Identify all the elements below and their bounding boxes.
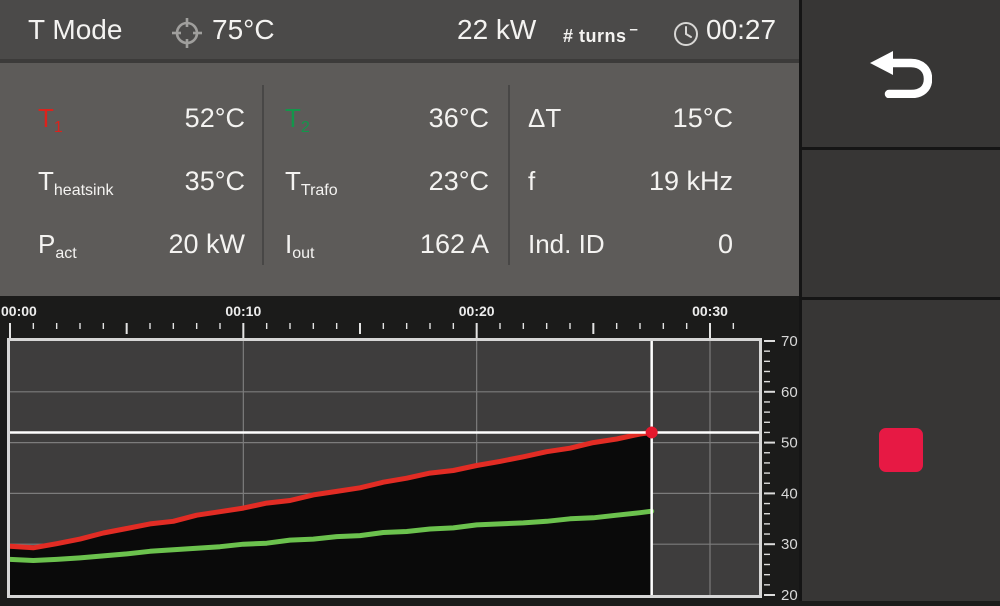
main-area: T Mode 75°C 22 kW # turns – 00:27 T1 52°C [0,0,799,604]
sidebar [799,0,1000,601]
svg-text:60: 60 [781,384,798,401]
t2-label: T2 [285,103,310,136]
back-arrow-icon [870,51,932,98]
svg-text:00:30: 00:30 [692,303,728,319]
svg-text:30: 30 [781,536,798,553]
svg-text:00:00: 00:00 [1,303,37,319]
theatsink-label: Theatsink [38,166,114,199]
measurement-row-iout: Iout 162 A [285,219,489,269]
svg-text:70: 70 [781,333,798,350]
power-value[interactable]: 22 kW [457,14,537,45]
turns-label: # turns [563,26,627,46]
mode-title: T Mode [28,14,123,45]
stop-square-icon [879,428,923,472]
back-button[interactable] [802,0,1000,147]
elapsed-time: 00:27 [706,14,777,45]
sidebar-divider [802,297,1000,300]
topbar: T Mode 75°C 22 kW # turns – 00:27 [0,0,799,59]
svg-text:50: 50 [781,435,798,452]
indid-value: 0 [717,229,733,259]
measurement-row-indid: Ind. ID 0 [528,219,733,269]
pact-label: Pact [38,229,77,262]
topbar-separator [0,59,799,63]
deltat-value: 15°C [672,103,733,133]
svg-text:20: 20 [781,587,798,601]
measurement-column-3: ΔT 15°C f 19 kHz Ind. ID 0 [508,63,799,296]
column-divider [508,85,510,265]
svg-text:00:20: 00:20 [459,303,495,319]
measurement-row-theatsink: Theatsink 35°C [38,156,245,206]
pact-value: 20 kW [168,229,245,259]
turns-minus[interactable]: – [629,21,639,38]
ttrafo-value: 23°C [428,166,489,196]
stop-button[interactable] [802,300,1000,601]
measurement-column-1: T1 52°C Theatsink 35°C Pact 20 kW [0,63,263,296]
theatsink-value: 35°C [184,166,245,196]
svg-text:00:10: 00:10 [225,303,261,319]
frequency-label: f [528,166,536,196]
measurement-row-t2: T2 36°C [285,93,489,143]
sidebar-empty-section [802,150,1000,297]
indid-label: Ind. ID [528,229,605,259]
measurement-panel: T1 52°C Theatsink 35°C Pact 20 kW T2 36°… [0,63,799,296]
target-icon [172,18,202,48]
trend-chart: 00:00 00:10 00:20 00:30 70 60 50 40 30 20 [1,303,798,604]
iout-label: Iout [285,229,315,262]
turns-control[interactable]: # turns – [563,0,638,66]
t1-value: 52°C [184,103,245,133]
t1-label: T1 [38,103,63,136]
measurement-row-deltat: ΔT 15°C [528,93,733,143]
deltat-label: ΔT [528,103,562,133]
clock-icon [674,22,698,46]
measurement-row-t1: T1 52°C [38,93,245,143]
ttrafo-label: TTrafo [285,166,338,199]
t2-value: 36°C [428,103,489,133]
frequency-value: 19 kHz [648,166,733,196]
measurement-row-frequency: f 19 kHz [528,156,733,206]
trend-chart-zone: 00:00 00:10 00:20 00:30 70 60 50 40 30 20 [0,296,799,604]
measurement-row-ttrafo: TTrafo 23°C [285,156,489,206]
measurement-column-2: T2 36°C TTrafo 23°C Iout 162 A [263,63,508,296]
target-temp-value[interactable]: 75°C [212,14,275,45]
measurement-row-pact: Pact 20 kW [38,219,245,269]
iout-value: 162 A [419,229,489,259]
column-divider [262,85,264,265]
sidebar-divider [802,147,1000,150]
svg-text:40: 40 [781,485,798,502]
